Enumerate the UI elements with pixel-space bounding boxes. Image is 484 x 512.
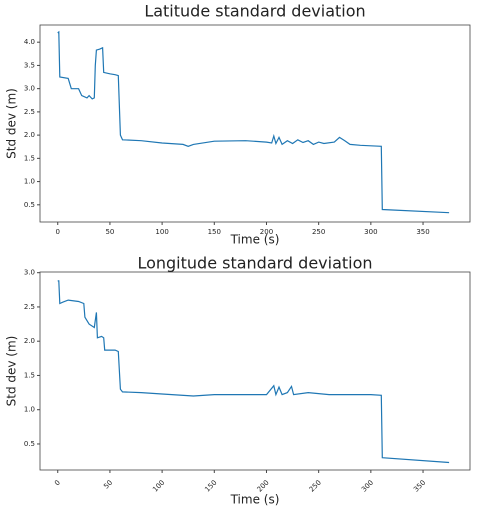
x-axis-label: Time (s) [230, 233, 280, 247]
x-tick-label: 200 [256, 479, 271, 494]
y-axis-label: Std dev (m) [5, 88, 19, 159]
y-tick-label: 3.0 [24, 269, 35, 277]
y-tick-label: 0.5 [24, 440, 35, 448]
y-axis-label: Std dev (m) [5, 336, 19, 407]
y-tick-label: 2.5 [24, 303, 35, 311]
y-tick-label: 1.5 [24, 371, 35, 379]
data-line [57, 30, 450, 214]
chart-title: Longitude standard deviation [137, 254, 372, 273]
x-tick-label: 300 [364, 228, 377, 236]
y-tick-label: 3.5 [24, 61, 35, 69]
chart-title: Latitude standard deviation [144, 2, 365, 21]
y-tick-label: 1.5 [24, 154, 35, 162]
y-tick-label: 4.0 [24, 38, 35, 46]
y-tick-label: 2.0 [24, 131, 35, 139]
y-tick-label: 3.0 [24, 85, 35, 93]
data-line [57, 280, 450, 464]
plot-area [39, 271, 471, 471]
y-tick-label: 0.5 [24, 201, 35, 209]
plot-area [39, 24, 471, 223]
y-tick-label: 2.5 [24, 108, 35, 116]
x-tick-label: 50 [105, 228, 114, 236]
x-tick-label: 0 [56, 228, 60, 236]
y-tick-label: 2.0 [24, 337, 35, 345]
y-tick-label: 1.0 [24, 406, 35, 414]
x-axis-label: Time (s) [230, 493, 280, 507]
x-tick-label: 150 [208, 228, 221, 236]
x-tick-label: 200 [260, 228, 273, 236]
x-tick-label: 250 [312, 228, 325, 236]
x-tick-label: 350 [412, 479, 427, 494]
x-tick-label: 300 [360, 479, 375, 494]
x-tick-label: 250 [308, 479, 323, 494]
x-tick-label: 0 [53, 479, 62, 488]
x-tick-label: 50 [102, 479, 114, 491]
x-tick-label: 350 [416, 228, 429, 236]
x-tick-label: 100 [155, 228, 168, 236]
x-tick-label: 150 [203, 479, 218, 494]
x-tick-label: 100 [151, 479, 166, 494]
y-tick-label: 1.0 [24, 178, 35, 186]
